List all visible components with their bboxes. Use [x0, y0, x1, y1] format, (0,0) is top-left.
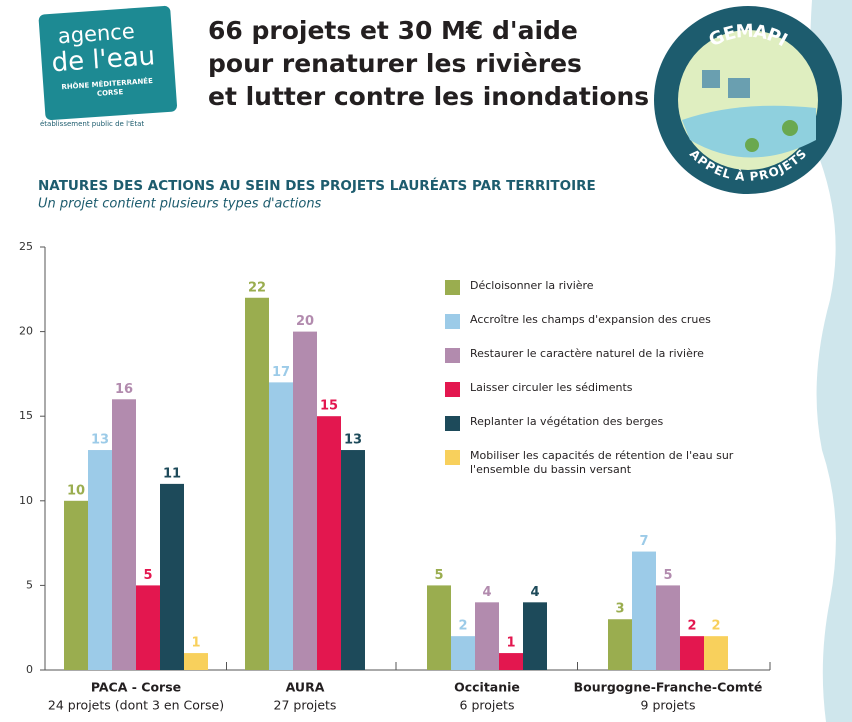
legend-swatch [445, 348, 460, 363]
headline: 66 projets et 30 M€ d'aide [208, 16, 578, 45]
value-label: 1 [506, 636, 515, 651]
bar [64, 500, 88, 670]
water-strip [810, 0, 852, 722]
badge-house [702, 70, 720, 88]
badge-tree [745, 138, 759, 152]
chart-title: NATURES DES ACTIONS AU SEIN DES PROJETS … [38, 177, 596, 194]
x-tick-label: AURA [286, 680, 325, 695]
bar [680, 636, 704, 670]
value-label: 10 [67, 483, 85, 498]
value-label: 13 [344, 433, 362, 448]
bar [269, 382, 293, 670]
badge-tree [782, 120, 798, 136]
value-label: 1 [191, 636, 200, 651]
value-label: 11 [163, 466, 181, 481]
logo-text: de l'eau [51, 41, 156, 78]
y-tick-label: 5 [26, 578, 33, 591]
value-label: 2 [687, 619, 696, 634]
x-tick-label: PACA - Corse [91, 680, 181, 695]
legend-swatch [445, 382, 460, 397]
headline: pour renaturer les rivières [208, 49, 582, 78]
bar [475, 602, 499, 670]
value-label: 16 [115, 382, 133, 397]
bar [112, 399, 136, 670]
legend-label: Décloisonner la rivière [470, 279, 594, 292]
legend-swatch [445, 314, 460, 329]
value-label: 15 [320, 399, 338, 414]
y-tick-label: 15 [19, 409, 33, 422]
legend-label: Restaurer le caractère naturel de la riv… [470, 347, 704, 360]
legend-label: Mobiliser les capacités de rétention de … [470, 449, 734, 476]
bar [293, 331, 317, 670]
bar [704, 636, 728, 670]
y-tick-label: 20 [19, 325, 33, 338]
badge: GEMAPI APPEL À PROJETS [654, 6, 842, 194]
logo: agence de l'eau RHÔNE MÉDITERRANÉE CORSE [38, 5, 177, 121]
value-label: 5 [434, 568, 443, 583]
legend-swatch [445, 450, 460, 465]
x-tick-label: Bourgogne-Franche-Comté [574, 680, 763, 695]
value-label: 13 [91, 433, 109, 448]
value-label: 5 [143, 568, 152, 583]
bar [136, 585, 160, 670]
bar [632, 551, 656, 670]
x-tick-note: 24 projets (dont 3 en Corse) [48, 698, 224, 713]
legend-entry: Mobiliser les capacités de rétention de … [470, 449, 734, 476]
y-tick-label: 10 [19, 494, 33, 507]
legend-entry: Replanter la végétation des berges [470, 415, 664, 428]
value-label: 4 [482, 585, 491, 600]
chart-subtitle: Un projet contient plusieurs types d'act… [38, 197, 322, 212]
logo-box [38, 5, 177, 121]
value-label: 22 [248, 280, 266, 295]
legend-label: Replanter la végétation des berges [470, 415, 664, 428]
x-tick-note: 9 projets [641, 698, 696, 713]
bar [499, 653, 523, 670]
bar [656, 585, 680, 670]
value-label: 3 [615, 602, 624, 617]
bar [88, 450, 112, 670]
headline: et lutter contre les inondations [208, 82, 649, 111]
x-tick-note: 6 projets [460, 698, 515, 713]
logo-caption: établissement public de l'État [40, 119, 144, 128]
y-tick-label: 25 [19, 240, 33, 253]
bar [608, 619, 632, 670]
value-label: 7 [639, 534, 648, 549]
legend-swatch [445, 416, 460, 431]
bar [160, 483, 184, 670]
badge-water [682, 105, 816, 158]
value-label: 17 [272, 365, 290, 380]
legend-label: Accroître les champs d'expansion des cru… [470, 313, 711, 326]
x-tick-label: Occitanie [454, 680, 520, 695]
value-label: 5 [663, 568, 672, 583]
bar [427, 585, 451, 670]
bar [341, 450, 365, 670]
bar [451, 636, 475, 670]
logo-text: agence [57, 19, 135, 48]
legend-entry: Décloisonner la rivière [470, 279, 594, 292]
bar [523, 602, 547, 670]
y-tick-label: 0 [26, 663, 33, 676]
x-tick-note: 27 projets [274, 698, 337, 713]
legend-swatch [445, 280, 460, 295]
legend-entry: Accroître les champs d'expansion des cru… [470, 313, 711, 326]
bar [184, 653, 208, 670]
bar [245, 297, 269, 670]
legend-label: Laisser circuler les sédiments [470, 381, 633, 394]
value-label: 4 [530, 585, 539, 600]
legend-entry: Laisser circuler les sédiments [470, 381, 633, 394]
value-label: 2 [711, 619, 720, 634]
badge-house [728, 78, 750, 98]
value-label: 2 [458, 619, 467, 634]
logo-text: CORSE [97, 88, 124, 98]
bar [317, 416, 341, 670]
legend-entry: Restaurer le caractère naturel de la riv… [470, 347, 704, 360]
value-label: 20 [296, 314, 314, 329]
